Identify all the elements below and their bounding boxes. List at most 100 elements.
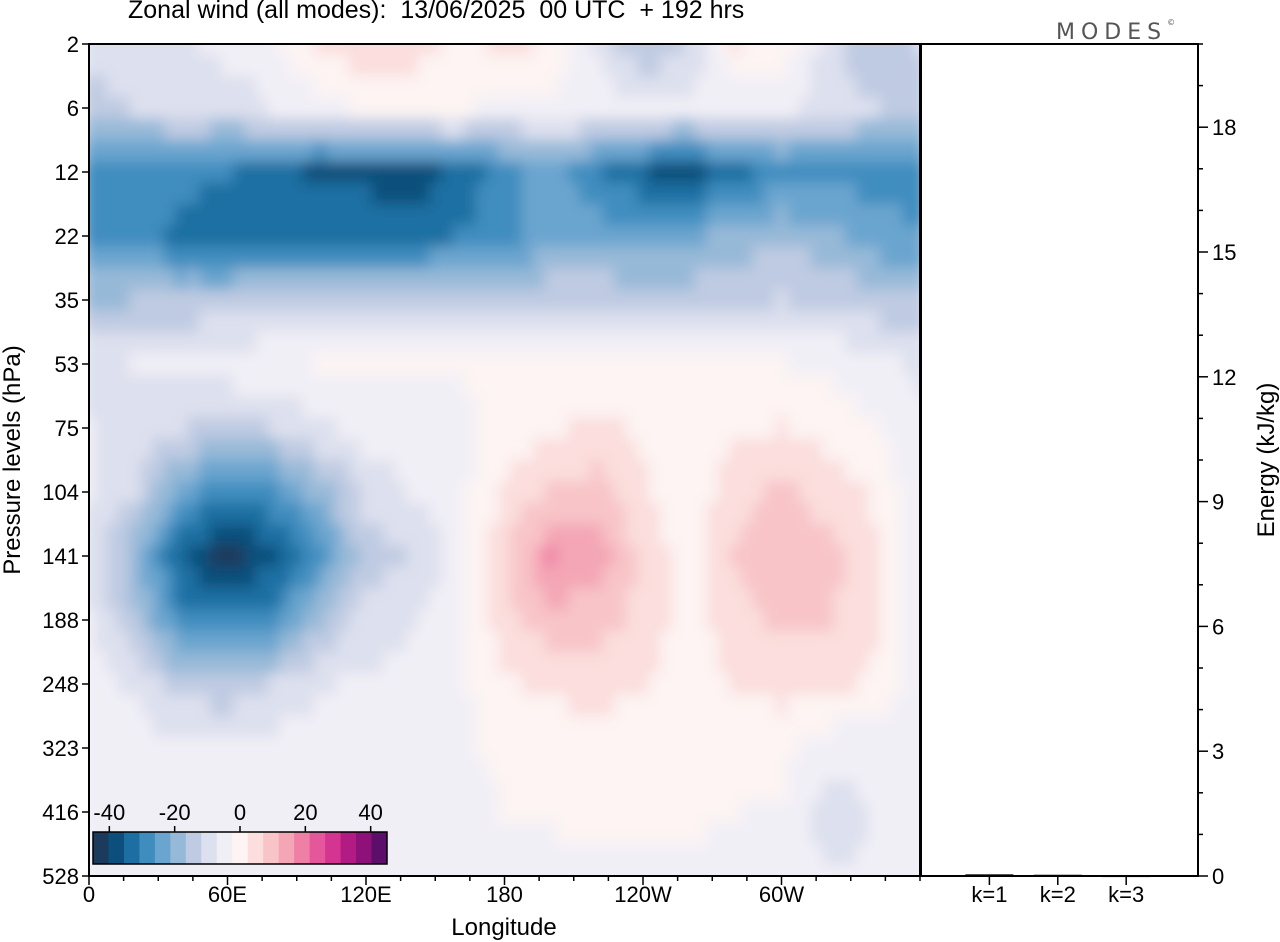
heatmap-cell bbox=[498, 246, 512, 269]
heatmap-cell bbox=[833, 566, 846, 589]
heatmap-cell bbox=[533, 417, 546, 440]
heatmap-cell bbox=[821, 268, 835, 291]
heatmap-cell bbox=[314, 780, 327, 803]
heatmap-cell bbox=[683, 630, 696, 653]
heatmap-cell bbox=[314, 161, 327, 184]
heatmap-cell bbox=[533, 438, 546, 461]
heatmap-cell bbox=[764, 630, 777, 653]
heatmap-cell bbox=[498, 438, 512, 461]
heatmap-cell bbox=[533, 289, 546, 312]
heatmap-cell bbox=[637, 289, 650, 312]
heatmap-cell bbox=[360, 54, 373, 77]
heatmap-cell bbox=[175, 630, 188, 653]
heatmap-cell bbox=[371, 460, 385, 483]
heatmap-cell bbox=[625, 545, 639, 568]
heatmap-cell bbox=[233, 609, 246, 632]
heatmap-cell bbox=[475, 524, 488, 547]
heatmap-cell bbox=[567, 716, 581, 739]
heatmap-cell bbox=[152, 865, 165, 876]
heatmap-cell bbox=[256, 44, 269, 56]
heatmap-cell bbox=[787, 310, 800, 333]
heatmap-cell bbox=[233, 54, 246, 77]
heatmap-cell bbox=[821, 716, 835, 739]
heatmap-cell bbox=[290, 289, 304, 312]
heatmap-cell bbox=[94, 716, 108, 739]
heatmap-cell bbox=[521, 374, 535, 397]
heatmap-cell bbox=[337, 353, 350, 376]
heatmap-cell bbox=[210, 758, 223, 781]
heatmap-cell bbox=[694, 225, 708, 248]
heatmap-cell bbox=[302, 460, 315, 483]
heatmap-cell bbox=[233, 76, 246, 99]
heatmap-cell bbox=[741, 737, 754, 760]
heatmap-cell bbox=[452, 374, 465, 397]
heatmap-cell bbox=[475, 630, 488, 653]
heatmap-cell bbox=[683, 652, 696, 675]
heatmap-cell bbox=[821, 844, 835, 867]
heatmap-cell bbox=[798, 844, 812, 867]
heatmap-cell bbox=[637, 588, 650, 611]
heatmap-cell bbox=[129, 566, 142, 589]
heatmap-cell bbox=[602, 396, 615, 419]
heatmap-cell bbox=[544, 609, 558, 632]
heatmap-cell bbox=[891, 844, 904, 867]
heatmap-cell bbox=[544, 332, 558, 355]
heatmap-cell bbox=[210, 97, 223, 120]
heatmap-cell bbox=[764, 76, 777, 99]
heatmap-cell bbox=[868, 182, 881, 205]
heatmap-cell bbox=[394, 524, 408, 547]
heatmap-cell bbox=[452, 246, 465, 269]
heatmap-cell bbox=[902, 588, 916, 611]
heatmap-cell bbox=[441, 332, 454, 355]
heatmap-cell bbox=[475, 780, 488, 803]
heatmap-cell bbox=[694, 737, 708, 760]
heatmap-cell bbox=[279, 396, 292, 419]
heatmap-cell bbox=[718, 822, 731, 845]
heatmap-cell bbox=[510, 524, 523, 547]
heatmap-cell bbox=[891, 673, 904, 696]
heatmap-cell bbox=[106, 161, 119, 184]
heatmap-cell bbox=[89, 801, 96, 824]
heatmap-cell bbox=[718, 588, 731, 611]
heatmap-cell bbox=[464, 54, 477, 77]
heatmap-cell bbox=[660, 524, 673, 547]
y-tick-label: 53 bbox=[55, 352, 79, 377]
heatmap-cell bbox=[221, 204, 235, 227]
heatmap-cell bbox=[406, 44, 419, 56]
heatmap-cell bbox=[856, 844, 869, 867]
heatmap-cell bbox=[348, 545, 362, 568]
y-axis-label: Pressure levels (hPa) bbox=[0, 345, 26, 574]
heatmap-cell bbox=[567, 630, 581, 653]
heatmap-cell bbox=[140, 481, 154, 504]
heatmap-cell bbox=[844, 204, 858, 227]
heatmap-cell bbox=[210, 118, 223, 141]
heatmap-cell bbox=[221, 438, 235, 461]
heatmap-cell bbox=[140, 545, 154, 568]
heatmap-cell bbox=[187, 246, 200, 269]
heatmap-cell bbox=[833, 417, 846, 440]
heatmap-cell bbox=[164, 865, 177, 876]
y-tick-label: 2 bbox=[67, 32, 79, 57]
heatmap-cell bbox=[544, 310, 558, 333]
heatmap-cell bbox=[821, 332, 835, 355]
heatmap-cell bbox=[787, 716, 800, 739]
heatmap-cell bbox=[417, 694, 431, 717]
heatmap-cell bbox=[106, 182, 119, 205]
heatmap-cell bbox=[383, 246, 396, 269]
heatmap-cell bbox=[787, 801, 800, 824]
heatmap-cell bbox=[810, 268, 823, 291]
heatmap-cell bbox=[775, 54, 789, 77]
heatmap-cell bbox=[371, 694, 385, 717]
heatmap-cell bbox=[244, 396, 258, 419]
heatmap-cell bbox=[383, 588, 396, 611]
heatmap-cell bbox=[394, 460, 408, 483]
heatmap-cell bbox=[683, 161, 696, 184]
heatmap-cell bbox=[175, 737, 188, 760]
heatmap-cell bbox=[579, 844, 592, 867]
colorbar-swatch bbox=[93, 832, 109, 864]
heatmap-cell bbox=[464, 97, 477, 120]
heatmap-cell bbox=[198, 801, 211, 824]
heatmap-cell bbox=[302, 524, 315, 547]
heatmap-cell bbox=[221, 140, 235, 163]
heatmap-cell bbox=[591, 396, 604, 419]
